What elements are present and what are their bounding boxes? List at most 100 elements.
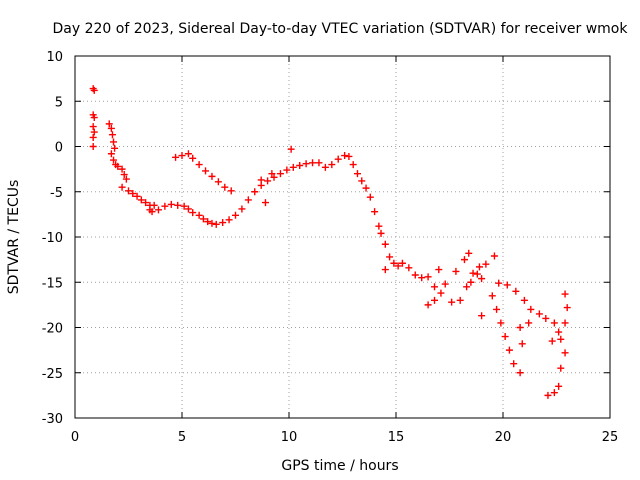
data-point [261, 199, 269, 207]
data-point [118, 183, 126, 191]
grid-lines [75, 56, 610, 418]
x-tick-label: 5 [178, 430, 186, 445]
data-point [110, 156, 118, 164]
data-point [353, 170, 361, 178]
y-tick-label: -25 [42, 367, 63, 382]
x-tick-label: 0 [71, 430, 79, 445]
data-point [405, 264, 413, 272]
data-point [178, 152, 186, 160]
data-point [107, 150, 115, 158]
data-point [150, 201, 158, 209]
data-point [184, 205, 192, 213]
data-point [264, 177, 272, 185]
data-point [204, 218, 212, 226]
data-point [512, 287, 520, 295]
x-axis-label: GPS time / hours [281, 458, 398, 474]
chart-title: Day 220 of 2023, Sidereal Day-to-day VTE… [53, 21, 629, 37]
data-point [214, 178, 222, 186]
data-point [219, 219, 227, 227]
y-tick-label: -5 [50, 186, 63, 201]
data-point [375, 222, 383, 230]
data-point [244, 196, 252, 204]
data-point [460, 256, 468, 264]
data-point [184, 150, 192, 158]
data-point [473, 270, 481, 278]
data-point [398, 259, 406, 267]
data-point [418, 274, 426, 282]
y-tick-label: -15 [42, 276, 63, 291]
data-point [561, 349, 569, 357]
data-point [225, 216, 233, 224]
data-point [501, 333, 509, 341]
data-point [202, 167, 210, 175]
data-point [475, 263, 483, 271]
data-point [467, 278, 475, 286]
data-point [518, 340, 526, 348]
data-point [555, 382, 563, 390]
data-point [137, 196, 145, 204]
data-point [525, 319, 533, 327]
data-point [463, 283, 471, 291]
data-point [431, 283, 439, 291]
data-point [544, 391, 552, 399]
data-point [358, 177, 366, 185]
data-point [296, 162, 304, 170]
data-point [390, 259, 398, 267]
data-point [557, 335, 565, 343]
tick-labels: 0 5 10 15 20 25 10 5 0 -5 -10 -15 -20 -25 -30 [42, 50, 619, 445]
data-point [90, 86, 98, 94]
data-point [118, 165, 126, 173]
data-point [431, 296, 439, 304]
data-point [328, 161, 336, 169]
y-tick-label: 5 [55, 95, 63, 110]
data-point [362, 184, 370, 192]
data-point [334, 155, 342, 163]
data-point [456, 296, 464, 304]
data-point [270, 173, 278, 181]
data-point [189, 209, 197, 217]
x-tick-label: 15 [388, 430, 405, 445]
data-point [309, 159, 317, 167]
data-point [289, 163, 297, 171]
data-point [172, 153, 180, 161]
data-point [371, 208, 379, 216]
data-point [561, 319, 569, 327]
data-point [550, 389, 558, 397]
y-axis-label: SDTVAR / TECUs [6, 180, 22, 295]
data-point [424, 301, 432, 309]
data-point [89, 143, 97, 150]
data-point [120, 171, 128, 179]
data-point [386, 253, 394, 261]
data-point [452, 267, 460, 275]
data-point [315, 159, 323, 167]
data-point [478, 275, 486, 283]
data-point [341, 152, 349, 160]
data-point [180, 202, 188, 210]
x-tick-label: 20 [495, 430, 512, 445]
data-point [89, 133, 97, 141]
data-point [302, 160, 310, 168]
data-point [377, 229, 385, 237]
data-point [345, 152, 353, 160]
data-point [110, 138, 118, 146]
data-point [133, 192, 141, 200]
data-point [561, 290, 569, 298]
data-point [90, 128, 98, 136]
data-point [516, 324, 524, 331]
data-point [555, 328, 563, 336]
data-point [510, 360, 518, 368]
data-point [122, 175, 130, 183]
y-tick-label: -10 [42, 231, 63, 246]
data-point [497, 319, 505, 327]
data-point [493, 305, 501, 313]
data-point [167, 200, 175, 208]
data-point [516, 369, 524, 377]
data-point [437, 289, 445, 297]
data-point [212, 220, 220, 228]
data-point [505, 346, 513, 354]
data-point [105, 120, 113, 128]
data-point [174, 201, 182, 209]
data-point [111, 144, 119, 152]
y-tick-label: -30 [42, 412, 63, 427]
